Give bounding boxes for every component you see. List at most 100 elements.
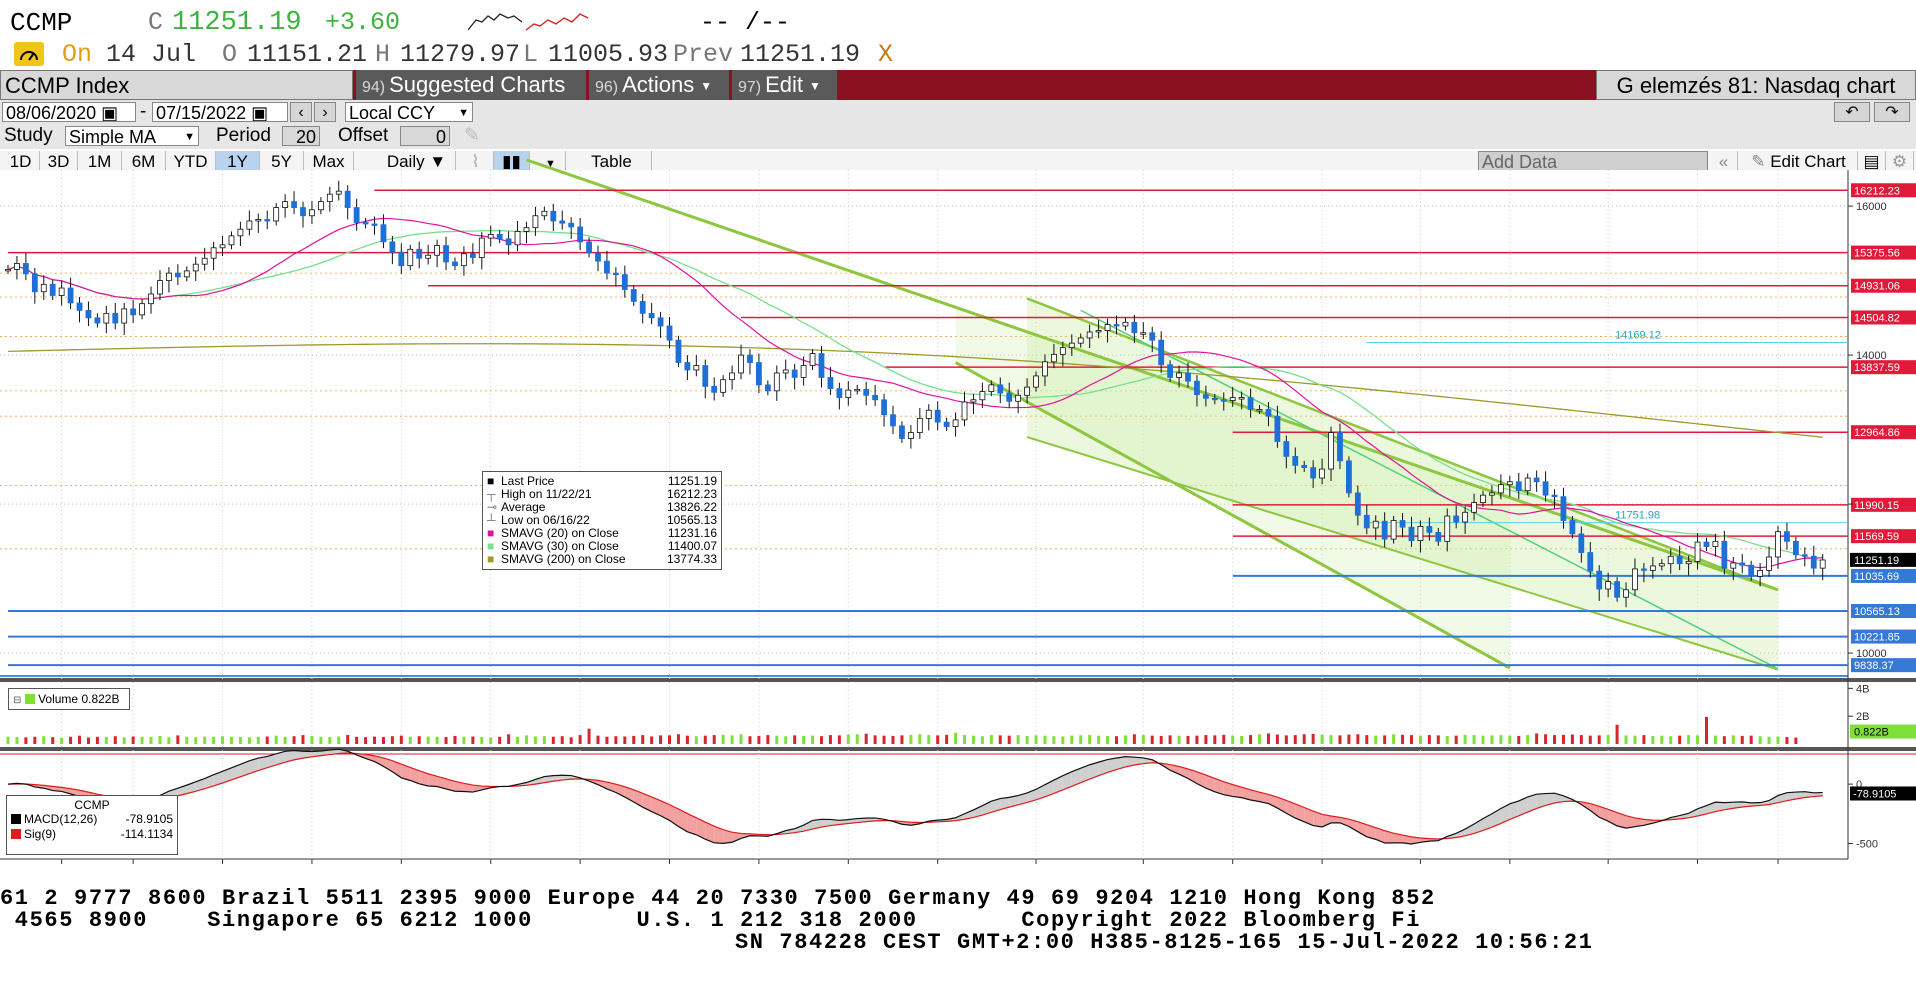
macd-fill bbox=[1053, 775, 1063, 794]
macd-fill bbox=[1304, 807, 1314, 826]
line-chart-button[interactable]: ⌇ bbox=[458, 151, 494, 173]
volume-bar bbox=[1195, 735, 1199, 744]
high-label: H bbox=[375, 40, 391, 69]
candle-body bbox=[1748, 564, 1755, 577]
macd-fill bbox=[446, 778, 455, 792]
close-x-button[interactable]: X bbox=[878, 40, 894, 69]
level-label-bg bbox=[1851, 497, 1916, 512]
volume-swatch bbox=[24, 694, 35, 704]
macd-fill bbox=[1196, 771, 1206, 789]
candle-body bbox=[1658, 563, 1665, 567]
macd-fill bbox=[830, 819, 840, 826]
frequency-select[interactable]: Daily ▼ bbox=[378, 151, 456, 173]
candle-body bbox=[1471, 502, 1477, 513]
level-label: 13837.59 bbox=[1854, 362, 1900, 374]
offset-field[interactable]: 0 bbox=[400, 126, 450, 146]
volume-bar bbox=[69, 736, 73, 744]
candle-body bbox=[103, 312, 110, 324]
prev-value: 11251.19 bbox=[740, 40, 861, 69]
redo-button[interactable]: ↷ bbox=[1874, 102, 1910, 122]
legend-row: ■ SMAVG (30) on Close 11400.07 bbox=[487, 540, 717, 553]
macd-fill bbox=[669, 804, 679, 827]
chart-type-dropdown[interactable]: ▼ bbox=[536, 151, 566, 173]
range-button-3d[interactable]: 3D bbox=[40, 151, 78, 173]
edit-chart-button[interactable]: ✎ Edit Chart bbox=[1740, 151, 1858, 173]
macd-fill bbox=[812, 819, 822, 830]
suggested-charts-menu[interactable]: 94) Suggested Charts bbox=[356, 70, 586, 100]
volume-legend: ⊟ Volume 0.822B bbox=[8, 688, 130, 710]
volume-bar bbox=[1123, 735, 1127, 744]
close-price: 11251.19 bbox=[172, 8, 302, 38]
macd-fill bbox=[1724, 802, 1734, 810]
table-button[interactable]: Table bbox=[572, 151, 652, 173]
gauge-icon[interactable] bbox=[14, 42, 44, 66]
legend-value: 16212.23 bbox=[666, 487, 717, 501]
macd-fill bbox=[1527, 794, 1537, 813]
calendar-icon[interactable]: ▣ bbox=[251, 103, 269, 122]
volume-bar bbox=[1070, 735, 1074, 744]
add-data-input[interactable]: Add Data bbox=[1478, 151, 1708, 173]
candle-body bbox=[836, 388, 843, 398]
candle-body bbox=[639, 301, 646, 314]
start-date-field[interactable]: 08/06/2020 ▣ bbox=[2, 102, 136, 122]
macd-fill bbox=[61, 787, 71, 794]
range-button-5y[interactable]: 5Y bbox=[260, 151, 304, 173]
range-button-1m[interactable]: 1M bbox=[78, 151, 122, 173]
macd-fill bbox=[70, 788, 80, 797]
ticker-label[interactable]: CCMP bbox=[10, 8, 73, 38]
period-field[interactable]: 20 bbox=[282, 126, 320, 146]
last-price-bg bbox=[1850, 552, 1916, 567]
macd-fill bbox=[1491, 808, 1501, 828]
candle-body bbox=[1819, 559, 1826, 569]
macd-fill bbox=[294, 750, 303, 760]
calendar-icon[interactable]: ▣ bbox=[101, 103, 119, 122]
gear-button[interactable]: ⚙ bbox=[1886, 151, 1914, 173]
candle-body bbox=[1095, 330, 1102, 333]
candle-body bbox=[300, 207, 306, 217]
level-label-bg bbox=[1851, 568, 1916, 583]
panel-separator bbox=[0, 678, 1916, 682]
volume-legend-label: Volume 0.822B bbox=[38, 692, 120, 706]
macd-fill bbox=[419, 770, 429, 787]
legend-label: Average bbox=[501, 500, 546, 514]
macd-fill bbox=[1348, 819, 1358, 832]
undo-button[interactable]: ↶ bbox=[1834, 102, 1870, 122]
volume-bar bbox=[149, 737, 153, 744]
collapse-icon[interactable]: ⊟ bbox=[13, 695, 22, 706]
range-button-1y[interactable]: 1Y bbox=[216, 151, 260, 173]
end-date-field[interactable]: 07/15/2022 ▣ bbox=[152, 102, 288, 122]
range-button-1d[interactable]: 1D bbox=[2, 151, 40, 173]
volume-bar bbox=[1615, 724, 1619, 744]
macd-fill bbox=[1098, 759, 1108, 776]
volume-bar bbox=[1508, 735, 1512, 744]
security-field[interactable]: CCMP Index bbox=[0, 70, 353, 100]
toolbar: CCMP Index 94) Suggested Charts 96) Action… bbox=[0, 70, 1916, 100]
range-button-max[interactable]: Max bbox=[304, 151, 354, 173]
range-button-6m[interactable]: 6M bbox=[122, 151, 166, 173]
macd-fill bbox=[1474, 818, 1483, 834]
volume-bar bbox=[158, 735, 162, 744]
volume-bar bbox=[1713, 735, 1717, 744]
volume-bar bbox=[1284, 735, 1288, 744]
currency-select[interactable]: Local CCY ▼ bbox=[345, 102, 473, 122]
chart-settings-button[interactable]: ▤ bbox=[1858, 151, 1886, 173]
next-period-button[interactable]: › bbox=[314, 102, 336, 122]
actions-menu[interactable]: 96) Actions ▼ bbox=[589, 70, 729, 100]
pencil-icon[interactable]: ✎ bbox=[464, 125, 480, 146]
study-select[interactable]: Simple MA ▼ bbox=[65, 126, 199, 146]
collapse-button[interactable]: « bbox=[1710, 151, 1738, 173]
edit-menu[interactable]: 97) Edit ▼ bbox=[732, 70, 837, 100]
macd-fill bbox=[285, 750, 295, 763]
volume-bar bbox=[453, 735, 457, 744]
volume-bar bbox=[1436, 735, 1440, 744]
macd-fill bbox=[428, 773, 438, 787]
prev-period-button[interactable]: ‹ bbox=[290, 102, 312, 122]
volume-bar bbox=[846, 734, 850, 744]
chevron-down-icon: ▼ bbox=[809, 79, 821, 94]
range-button-ytd[interactable]: YTD bbox=[166, 151, 216, 173]
macd-fill bbox=[213, 771, 223, 786]
price-chart[interactable]: 16212.23 15375.56 14931.06 14504.82 13837.59… bbox=[0, 150, 1916, 864]
volume-bar bbox=[489, 737, 493, 744]
candle-body bbox=[1435, 532, 1442, 542]
volume-bar bbox=[1043, 735, 1047, 744]
